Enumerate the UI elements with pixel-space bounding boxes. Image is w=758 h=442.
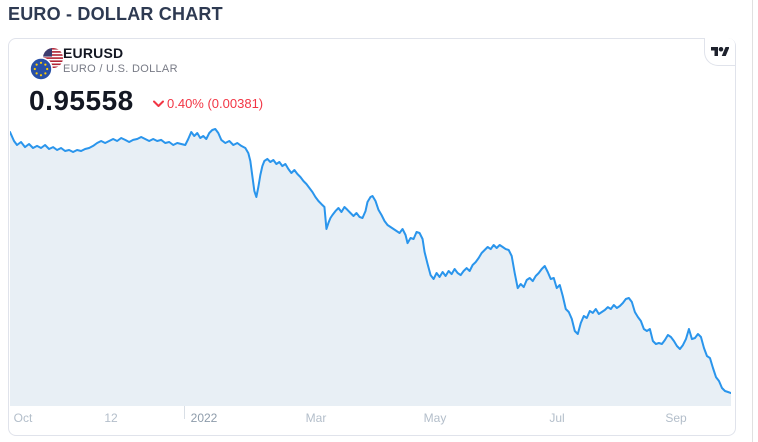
price-change-text: 0.40% (0.00381) xyxy=(167,96,264,111)
x-axis-label: Mar xyxy=(305,411,327,425)
tradingview-logo-icon xyxy=(711,46,729,56)
chart-area-fill xyxy=(10,129,731,406)
symbol-description: EURO / U.S. DOLLAR xyxy=(63,63,178,75)
x-axis-label: Jul xyxy=(549,411,565,425)
x-axis-label: May xyxy=(423,411,447,425)
tradingview-mini-chart-widget: EURUSD EURO / U.S. DOLLAR 0.95558 0.40% … xyxy=(8,38,736,436)
symbol-name-link[interactable]: EURUSD xyxy=(63,45,124,61)
x-axis-label: Oct xyxy=(13,411,33,425)
eu-flag-circle xyxy=(29,57,53,81)
chevron-down-icon xyxy=(153,100,164,107)
price-change: 0.40% (0.00381) xyxy=(153,96,263,111)
year-boundary-tick xyxy=(184,406,185,419)
price-area-chart[interactable] xyxy=(10,124,731,406)
x-axis-label: 12 xyxy=(104,411,118,425)
eu-us-flag-icon xyxy=(29,48,63,81)
page-title: EURO - DOLLAR CHART xyxy=(8,4,223,24)
last-price: 0.95558 xyxy=(29,85,134,116)
page-edge-divider xyxy=(752,0,753,442)
x-axis-year-label: 2022 xyxy=(190,411,218,425)
x-axis: Oct 12 2022 Mar May Jul Sep xyxy=(10,411,731,429)
chart-price-line xyxy=(10,128,731,394)
eurusd-flag-icon xyxy=(29,47,65,81)
x-axis-label: Sep xyxy=(665,411,687,425)
tradingview-logo-button[interactable] xyxy=(704,38,735,66)
